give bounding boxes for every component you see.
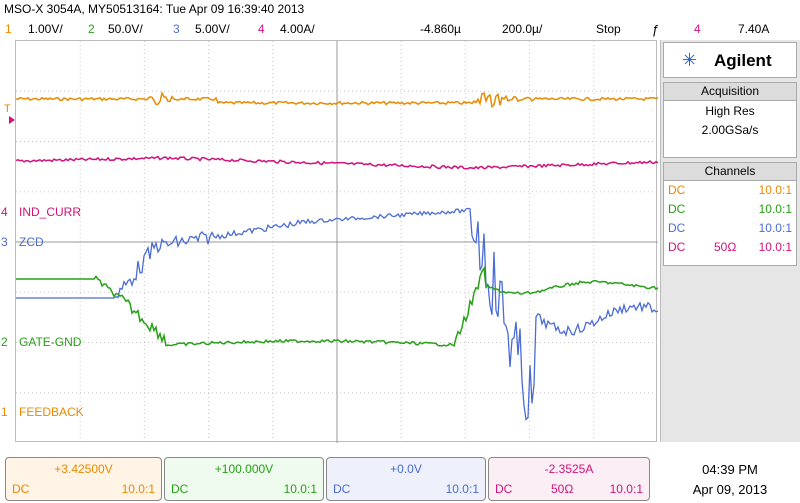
ch4-probe: 10.0:1 [609,482,643,496]
channel-probe: 10.0:1 [758,202,792,216]
ch4-number[interactable]: 4 [258,22,265,36]
waveform-display[interactable] [15,40,659,443]
ch3-probe: 10.0:1 [445,482,479,496]
ch2-offset-softkey[interactable]: +100.000V DC 10.0:1 [164,457,324,501]
ch3-offset-softkey[interactable]: +0.0V DC 10.0:1 [326,457,486,501]
run-state[interactable]: Stop [596,22,621,36]
ch2-probe: 10.0:1 [283,482,317,496]
brand-name: Agilent [714,51,772,70]
trigger-source[interactable]: 4 [694,22,701,36]
timebase-readout[interactable]: 200.0µ/ [502,22,543,36]
channel-coupling: DC [668,202,686,216]
ch3-offset-value: +0.0V [390,462,422,476]
channel-probe: 10.0:1 [758,183,792,197]
ch1-offset-softkey[interactable]: +3.42500V DC 10.0:1 [5,457,162,501]
channel-scale-bar: 1 1.00V/ 2 50.0V/ 3 5.00V/ 4 4.00A/ -4.8… [0,22,660,40]
ch2-scale[interactable]: 50.0V/ [108,22,143,36]
channel-probe: 10.0:1 [758,221,792,235]
ch1-label: FEEDBACK [19,405,84,419]
channel-probe: 10.0:1 [758,240,792,254]
acquisition-box[interactable]: Acquisition High Res 2.00GSa/s [663,82,797,158]
agilent-spark-icon: ✳ [682,50,698,70]
acquisition-rate: 2.00GSa/s [701,123,759,137]
clock: 04:39 PM Apr 09, 2013 [660,460,800,500]
ch3-trace [16,207,659,421]
ch4-label: IND_CURR [19,205,82,219]
ch2-label: GATE-GND [19,335,82,349]
trigger-edge-icon: ƒ [652,22,660,37]
ch4-impedance: 50Ω [551,482,574,496]
ch2-offset-value: +100.000V [214,462,274,476]
trigger-level-marker[interactable]: T [4,103,11,115]
ch3-label: ZCD [19,235,44,249]
ch4-ground-marker[interactable]: 4 [1,205,8,219]
delay-readout[interactable]: -4.860µ [420,22,461,36]
window-title: MSO-X 3054A, MY50513164: Tue Apr 09 16:3… [4,2,305,16]
ch4-offset-value: -2.3525A [544,462,594,476]
ch4-offset-softkey[interactable]: -2.3525A DC 50Ω 10.0:1 [488,457,650,501]
ch1-scale[interactable]: 1.00V/ [28,22,63,36]
ch1-coupling: DC [12,482,30,496]
clock-time: 04:39 PM [702,462,758,477]
channel-row-4[interactable]: DC 50Ω 10.0:1 [664,238,796,257]
ch1-probe: 10.0:1 [121,482,155,496]
trigger-level[interactable]: 7.40A [738,22,770,36]
side-panel: ✳ Agilent Acquisition High Res 2.00GSa/s… [660,40,800,442]
ch4-coupling: DC [495,482,513,496]
clock-date: Apr 09, 2013 [692,482,768,497]
ch2-trace [16,266,659,348]
bottom-readout-bar: +3.42500V DC 10.0:1 +100.000V DC 10.0:1 … [0,457,800,503]
ch4-trace [15,155,659,170]
ch2-coupling: DC [171,482,189,496]
ch1-ground-marker[interactable]: 1 [1,405,8,419]
acquisition-header: Acquisition [664,83,796,101]
channel-row-2[interactable]: DC 10.0:1 [664,200,796,219]
waveform-graticule [15,41,659,443]
ch1-number[interactable]: 1 [5,22,12,36]
ch3-scale[interactable]: 5.00V/ [195,22,230,36]
ch1-trace [15,90,659,109]
ch4-scale[interactable]: 4.00A/ [280,22,315,36]
acquisition-mode: High Res [705,104,755,118]
ch3-number[interactable]: 3 [173,22,180,36]
channel-coupling: DC [668,221,686,235]
brand-box: ✳ Agilent [663,42,797,78]
channel-row-1[interactable]: DC 10.0:1 [664,181,796,200]
ch1-offset-value: +3.42500V [54,462,113,476]
ch2-ground-marker[interactable]: 2 [1,335,8,349]
channel-row-3[interactable]: DC 10.0:1 [664,219,796,238]
channel-impedance: 50Ω [714,240,737,254]
channels-header: Channels [664,163,796,181]
ch3-coupling: DC [333,482,351,496]
trigger-arrow-icon [9,116,15,124]
channels-box[interactable]: Channels DC 10.0:1 DC 10.0:1 DC 10.0:1 D… [663,162,797,266]
ch2-number[interactable]: 2 [88,22,95,36]
channel-coupling: DC [668,183,686,197]
channel-coupling: DC [668,240,686,254]
ch3-ground-marker[interactable]: 3 [1,235,8,249]
